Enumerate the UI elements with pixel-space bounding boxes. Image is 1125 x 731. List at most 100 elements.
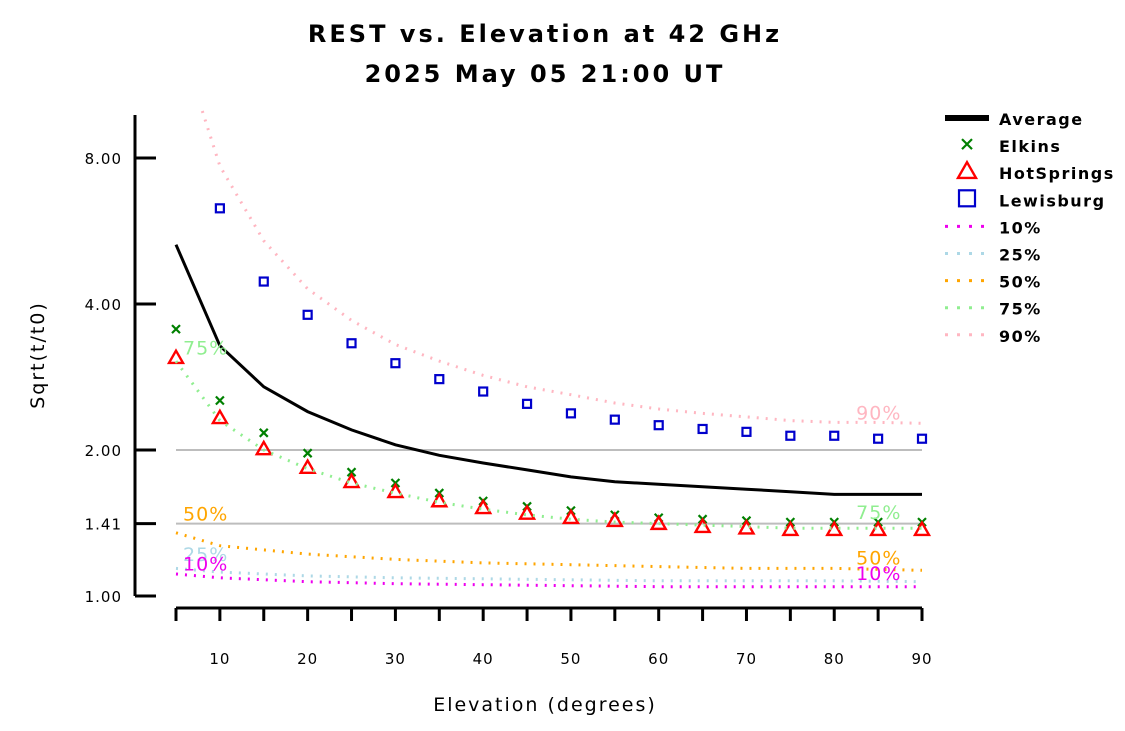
series-elkins bbox=[171, 324, 927, 527]
data-point bbox=[258, 428, 269, 438]
series-average bbox=[174, 244, 922, 496]
data-point bbox=[302, 309, 313, 320]
legend-item-90pct: 90% bbox=[945, 327, 1042, 346]
series-line-average bbox=[174, 244, 922, 496]
y-axis-label: Sqrt(t/t0) bbox=[27, 301, 49, 409]
data-point bbox=[912, 520, 932, 537]
x-tick-label: 80 bbox=[824, 650, 845, 668]
series-50pct bbox=[175, 531, 923, 572]
data-point bbox=[171, 324, 181, 334]
data-point bbox=[478, 386, 489, 397]
x-tick-label: 70 bbox=[736, 650, 757, 668]
series-line-50pct bbox=[175, 531, 923, 572]
data-point bbox=[215, 395, 225, 406]
legend-label: 90% bbox=[999, 327, 1042, 346]
data-point bbox=[254, 439, 273, 456]
legend-item-50pct: 50% bbox=[945, 273, 1042, 292]
data-point bbox=[957, 189, 977, 208]
data-point bbox=[565, 408, 577, 419]
data-point bbox=[649, 514, 668, 531]
x-ticks: 10 20 30 40 50 60 70 80 90 bbox=[174, 608, 932, 668]
data-point bbox=[474, 498, 493, 515]
y-ticks: 1.00 1.41 2.00 4.00 8.00 bbox=[85, 150, 156, 606]
data-point bbox=[346, 467, 357, 477]
y-tick-label: 1.41 bbox=[85, 516, 122, 534]
x-axis-label: Elevation (degrees) bbox=[433, 694, 657, 716]
series-hotsprings bbox=[166, 348, 932, 537]
data-point bbox=[302, 448, 313, 458]
legend: Average Elkins HotSprings Lewisburg 10% 25% 50… bbox=[945, 110, 1115, 346]
annotation-50pct: 50% bbox=[183, 504, 228, 526]
data-point bbox=[829, 430, 840, 441]
data-point bbox=[298, 458, 317, 475]
data-point bbox=[517, 504, 537, 520]
data-point bbox=[605, 511, 624, 528]
x-tick-label: 30 bbox=[385, 650, 406, 668]
data-point bbox=[434, 374, 445, 385]
plot-series bbox=[166, 110, 932, 589]
data-point bbox=[697, 423, 708, 435]
legend-item-elkins: Elkins bbox=[961, 137, 1061, 156]
legend-label: HotSprings bbox=[999, 164, 1115, 183]
y-tick-label: 4.00 bbox=[85, 296, 122, 314]
series-line-25pct bbox=[175, 566, 923, 584]
series-75pct bbox=[174, 360, 922, 530]
data-point bbox=[961, 138, 973, 150]
annotation-75pct: 75% bbox=[856, 502, 901, 524]
legend-item-25pct: 25% bbox=[945, 246, 1042, 265]
annotation-25pct: 25% bbox=[183, 544, 228, 566]
annotation-50pct: 50% bbox=[856, 548, 901, 570]
legend-label: 75% bbox=[999, 300, 1042, 319]
series-line-90pct bbox=[200, 110, 923, 425]
data-point bbox=[693, 517, 712, 534]
annotation-90pct: 90% bbox=[856, 403, 901, 425]
x-tick-label: 10 bbox=[209, 650, 230, 668]
series-10pct bbox=[175, 572, 922, 589]
legend-label: 25% bbox=[999, 246, 1042, 265]
x-tick-label: 20 bbox=[297, 650, 318, 668]
annotations: 75%50%25%10%90%75%50%10% bbox=[183, 337, 901, 585]
x-tick-label: 40 bbox=[473, 650, 494, 668]
legend-item-10pct: 10% bbox=[945, 218, 1042, 237]
annotation-10pct: 10% bbox=[856, 563, 901, 585]
annotation-10pct: 10% bbox=[183, 553, 228, 575]
data-point bbox=[258, 276, 269, 287]
legend-label: Lewisburg bbox=[999, 191, 1106, 210]
data-point bbox=[741, 426, 752, 437]
legend-item-lewisburg: Lewisburg bbox=[957, 189, 1106, 210]
series-90pct bbox=[200, 110, 923, 425]
annotation-75pct: 75% bbox=[183, 337, 228, 359]
series-25pct bbox=[175, 566, 923, 584]
legend-label: 10% bbox=[999, 218, 1042, 237]
y-tick-label: 1.00 bbox=[85, 588, 122, 606]
data-point bbox=[653, 420, 664, 431]
chart-title: REST vs. Elevation at 42 GHz bbox=[308, 20, 782, 48]
legend-label: Elkins bbox=[999, 137, 1061, 156]
x-tick-label: 90 bbox=[911, 650, 932, 668]
data-point bbox=[214, 203, 225, 214]
series-lewisburg bbox=[214, 203, 928, 444]
series-line-10pct bbox=[175, 572, 922, 589]
data-point bbox=[955, 159, 979, 180]
x-tick-label: 50 bbox=[560, 650, 581, 668]
data-point bbox=[785, 430, 796, 441]
data-point bbox=[561, 508, 581, 525]
legend-item-75pct: 75% bbox=[945, 300, 1042, 319]
x-tick-label: 60 bbox=[648, 650, 669, 668]
legend-item-hotsprings: HotSprings bbox=[955, 159, 1115, 183]
legend-item-average: Average bbox=[945, 110, 1084, 129]
data-point bbox=[390, 358, 401, 369]
y-tick-label: 2.00 bbox=[85, 442, 122, 460]
data-point bbox=[916, 433, 928, 444]
legend-label: Average bbox=[999, 110, 1084, 129]
reference-lines bbox=[176, 449, 922, 525]
data-point bbox=[609, 414, 620, 425]
axes bbox=[133, 115, 922, 610]
data-point bbox=[521, 398, 533, 409]
chart-subtitle: 2025 May 05 21:00 UT bbox=[365, 60, 726, 88]
data-point bbox=[873, 433, 884, 444]
legend-label: 50% bbox=[999, 273, 1042, 292]
data-point bbox=[210, 408, 229, 425]
series-line-75pct bbox=[174, 360, 922, 530]
